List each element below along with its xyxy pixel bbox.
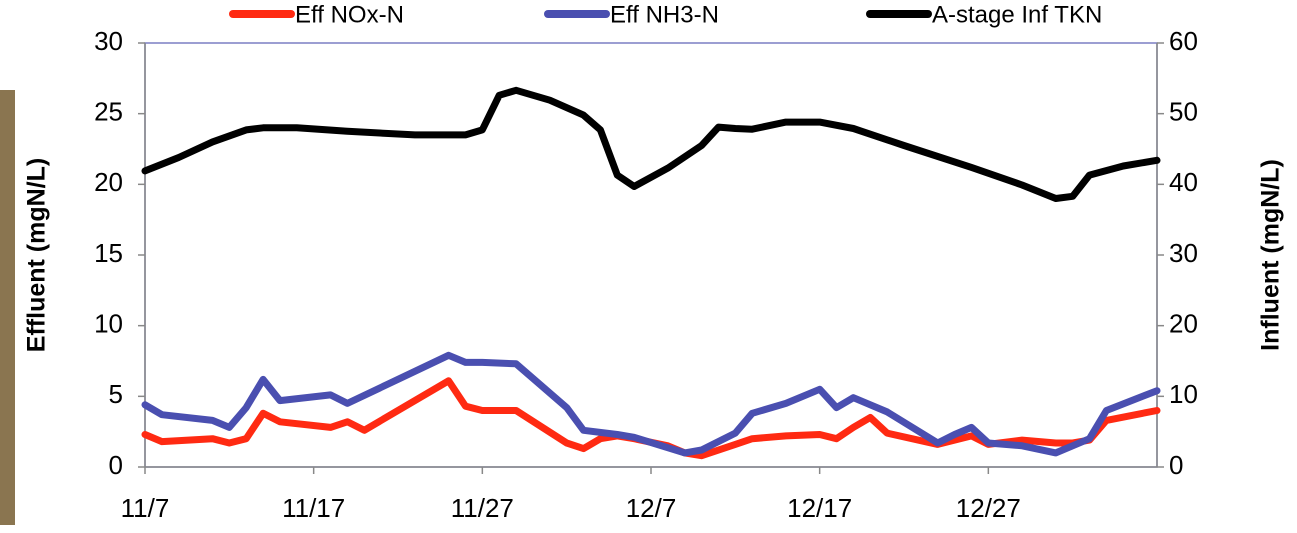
x-tick-label: 11/17 (282, 493, 345, 523)
y-tick-label: 10 (94, 309, 123, 339)
x-tick-label: 11/27 (451, 493, 514, 523)
y2-tick-label: 60 (1169, 26, 1198, 56)
photo-strip (0, 90, 15, 525)
series-line (141, 86, 1161, 202)
x-tick-label: 11/7 (121, 493, 170, 523)
x-tick-label: 12/17 (787, 493, 852, 523)
x-tick-label: 12/7 (626, 493, 677, 523)
y2-tick-label: 10 (1169, 379, 1198, 409)
legend-label: Eff NOx-N (295, 1, 404, 28)
legend-label: A-stage Inf TKN (932, 1, 1102, 28)
y-tick-label: 30 (94, 26, 123, 56)
y2-tick-label: 30 (1169, 238, 1198, 268)
series-line (141, 351, 1161, 457)
y-tick-label: 0 (109, 450, 123, 480)
y-tick-label: 20 (94, 167, 123, 197)
y2-tick-label: 50 (1169, 97, 1198, 127)
y2-tick-label: 0 (1169, 450, 1183, 480)
y-tick-label: 25 (94, 97, 123, 127)
plot-frame (144, 42, 1158, 468)
legend-label: Eff NH3-N (610, 1, 719, 28)
y2-axis-title: Influent (mgN/L) (1257, 159, 1285, 351)
y-axis-title: Effluent (mgN/L) (23, 158, 51, 352)
x-tick-label: 12/27 (956, 493, 1021, 523)
y2-tick-label: 40 (1169, 167, 1198, 197)
y2-tick-label: 20 (1169, 309, 1198, 339)
y-tick-label: 15 (94, 238, 123, 268)
y-tick-label: 5 (109, 379, 123, 409)
